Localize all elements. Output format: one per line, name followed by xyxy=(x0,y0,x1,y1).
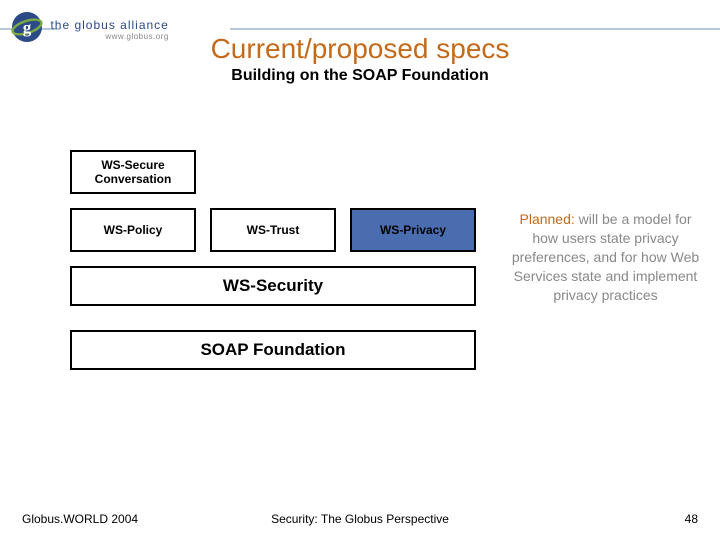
box-ws-privacy: WS-Privacy xyxy=(350,208,476,252)
box-empty-1 xyxy=(210,150,336,194)
footer-center: Security: The Globus Perspective xyxy=(271,512,449,526)
box-ws-security: WS-Security xyxy=(70,266,476,306)
footer: Globus.WORLD 2004 Security: The Globus P… xyxy=(0,512,720,526)
box-ws-trust: WS-Trust xyxy=(210,208,336,252)
diagram: WS-Secure Conversation WS-Policy WS-Trus… xyxy=(70,150,490,384)
diagram-row-1: WS-Secure Conversation xyxy=(70,150,490,194)
callout: Planned: will be a model for how users s… xyxy=(508,210,703,304)
box-ws-policy: WS-Policy xyxy=(70,208,196,252)
logo-alliance-text: the globus alliance xyxy=(50,18,168,32)
globus-logo: g the globus alliance www.globus.org xyxy=(10,10,169,49)
box-ws-secure-conversation: WS-Secure Conversation xyxy=(70,150,196,194)
slide: g the globus alliance www.globus.org Cur… xyxy=(0,0,720,540)
svg-text:g: g xyxy=(23,18,32,37)
logo-url-text: www.globus.org xyxy=(50,32,168,41)
box-soap-foundation: SOAP Foundation xyxy=(70,330,476,370)
slide-subtitle: Building on the SOAP Foundation xyxy=(0,67,720,85)
footer-left: Globus.WORLD 2004 xyxy=(22,512,138,526)
header-rule-right xyxy=(230,28,720,30)
diagram-row-4: SOAP Foundation xyxy=(70,330,490,370)
box-empty-2 xyxy=(350,150,476,194)
globus-logo-icon: g xyxy=(10,10,44,49)
callout-planned-label: Planned: xyxy=(520,211,575,227)
footer-right: 48 xyxy=(685,512,698,526)
diagram-row-2: WS-Policy WS-Trust WS-Privacy xyxy=(70,208,490,252)
diagram-row-3: WS-Security xyxy=(70,266,490,306)
globus-logo-text: the globus alliance www.globus.org xyxy=(50,18,168,41)
header: g the globus alliance www.globus.org Cur… xyxy=(0,8,720,85)
